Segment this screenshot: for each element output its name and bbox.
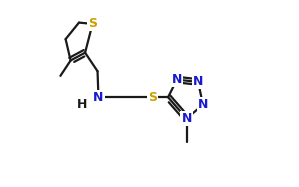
Text: N: N	[181, 112, 192, 125]
Text: N: N	[93, 91, 104, 104]
Text: N: N	[193, 76, 203, 88]
Text: S: S	[148, 91, 157, 104]
Text: H: H	[77, 98, 88, 111]
Text: N: N	[172, 73, 182, 86]
Text: S: S	[88, 17, 97, 30]
Text: N: N	[198, 98, 208, 111]
